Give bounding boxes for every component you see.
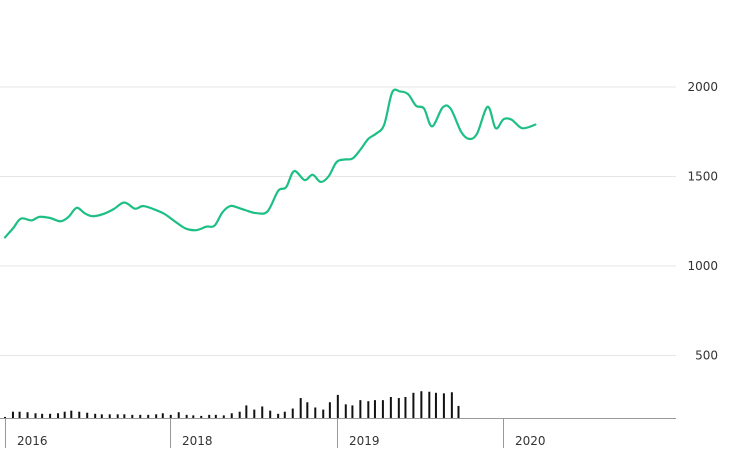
volume-bars (4, 391, 460, 418)
volume-bar (185, 414, 188, 418)
volume-bar (283, 411, 286, 418)
volume-bar (373, 400, 376, 418)
volume-bar (169, 414, 172, 418)
volume-bar (328, 402, 331, 418)
volume-bar (147, 414, 150, 418)
volume-bar (277, 413, 280, 418)
volume-bar (214, 414, 217, 418)
x-tick-label: 2016 (17, 434, 48, 448)
volume-bar (100, 414, 103, 418)
volume-bar (322, 409, 325, 418)
volume-bar (108, 414, 111, 418)
volume-bar (222, 415, 225, 418)
volume-bar (86, 412, 89, 418)
volume-bar (367, 401, 370, 418)
volume-bar (177, 412, 180, 418)
price-line (3, 88, 537, 239)
volume-bar (63, 411, 66, 418)
x-tick-label: 2020 (515, 434, 546, 448)
volume-bar (18, 411, 21, 418)
volume-bar (192, 415, 195, 418)
volume-bar (299, 398, 302, 418)
volume-bar (200, 415, 203, 418)
volume-bar (139, 414, 142, 418)
volume-bar (336, 394, 339, 418)
price-line-group (3, 88, 537, 239)
volume-bar (161, 413, 164, 418)
volume-bar (412, 392, 415, 418)
volume-bar (208, 414, 211, 418)
volume-bar (344, 404, 347, 418)
volume-bar (434, 392, 437, 418)
volume-bar (49, 413, 52, 418)
volume-bar (230, 413, 233, 418)
volume-bar (131, 414, 134, 418)
volume-bar (314, 407, 317, 418)
volume-bar (404, 397, 407, 418)
y-tick-label: 1500 (687, 170, 718, 184)
volume-bar (306, 402, 309, 418)
volume-bar (457, 405, 460, 418)
volume-bar (26, 412, 29, 418)
volume-bar (123, 414, 126, 418)
volume-bar (94, 413, 97, 418)
axes: 500 1000 1500 2000 2016 2018 2019 2020 (0, 80, 718, 448)
y-tick-label: 500 (695, 349, 718, 363)
volume-bar (253, 409, 256, 418)
volume-bar (381, 400, 384, 418)
volume-bar (351, 405, 354, 418)
x-tick-label: 2018 (182, 434, 213, 448)
volume-bar (238, 411, 241, 418)
volume-bar (442, 393, 445, 418)
volume-bar (4, 416, 6, 418)
y-tick-label: 1000 (687, 259, 718, 273)
volume-bar (450, 392, 453, 418)
x-tick-label: 2019 (349, 434, 380, 448)
volume-bar (155, 414, 158, 418)
volume-bar (269, 410, 272, 418)
volume-bar (359, 400, 362, 418)
volume-bar (78, 411, 81, 418)
volume-bar (420, 391, 423, 418)
volume-bar (291, 408, 294, 418)
volume-bar (70, 410, 73, 418)
volume-bar (41, 413, 44, 418)
volume-bar (116, 414, 119, 418)
grid (0, 86, 676, 356)
volume-bar (57, 413, 60, 418)
volume-bar (397, 398, 400, 418)
y-tick-label: 2000 (687, 80, 718, 94)
volume-bar (11, 411, 14, 418)
volume-bar (389, 397, 392, 418)
volume-bar (34, 413, 37, 418)
volume-bar (261, 406, 264, 418)
volume-bar (428, 391, 431, 418)
volume-bar (245, 405, 248, 418)
